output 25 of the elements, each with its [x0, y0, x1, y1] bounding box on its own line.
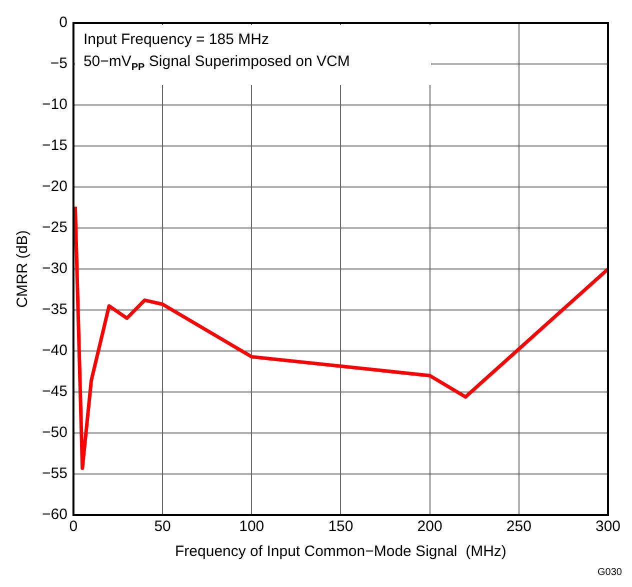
x-tick-label: 200 — [417, 518, 442, 536]
x-tick-label: 100 — [239, 518, 264, 536]
x-tick-label: 150 — [328, 518, 354, 536]
y-tick-label: −5 — [50, 55, 68, 72]
annotation: 50−mV$_{PP}$ Signal Superimposed on VCM — [83, 52, 351, 75]
y-axis-title: CMRR (dB) — [14, 230, 32, 308]
x-tick-label: 300 — [595, 518, 621, 536]
y-tick-label: −30 — [42, 260, 68, 278]
y-tick-label: −20 — [42, 178, 68, 196]
note-box: Input Frequency = 185 MHz 50−mV$_{PP}$ Signal Superimposed on VCM — [75, 25, 432, 85]
y-tick-label: 0 — [59, 14, 68, 32]
text: G030 — [598, 567, 622, 578]
x-axis-title: Frequency of Input Common−Mode Signal (MHz) — [175, 543, 506, 560]
y-tick-label: −50 — [42, 424, 68, 442]
y-tick-label: −45 — [42, 383, 68, 400]
y-tick-label: −35 — [42, 301, 68, 318]
y-tick-label: −55 — [42, 465, 68, 482]
y-tick-label: −60 — [42, 506, 68, 524]
x-tick-label: 250 — [506, 518, 532, 536]
annotation: Input Frequency = 185 MHz — [83, 30, 270, 50]
x-tick-label: 50 — [154, 518, 171, 536]
y-tick-label: −15 — [42, 137, 68, 154]
y-tick-label: −40 — [42, 342, 68, 360]
y-tick-label: −10 — [42, 96, 68, 114]
y-tick-label: −25 — [42, 219, 68, 236]
